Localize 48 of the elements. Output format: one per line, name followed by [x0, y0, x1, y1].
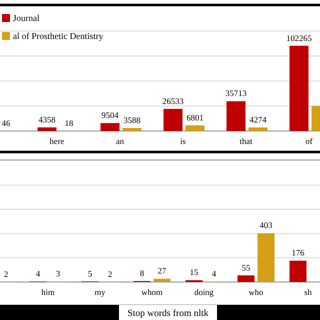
bar — [122, 128, 142, 131]
x-tick-label: my — [94, 287, 106, 297]
data-label: 26533 — [162, 96, 184, 106]
data-label: 15 — [190, 267, 198, 278]
legend-label: al of Prosthetic Dentistry — [13, 31, 104, 41]
data-label: 55 — [242, 262, 250, 272]
data-label: 8 — [140, 268, 144, 278]
data-label: 5 — [88, 268, 92, 278]
bar — [258, 233, 274, 282]
data-label: 102265 — [286, 32, 312, 43]
x-tick-label: here — [50, 136, 65, 146]
data-label: 4358 — [38, 114, 56, 124]
bar — [38, 127, 56, 131]
legend-label: Journal — [13, 13, 40, 23]
data-label: 4274 — [250, 114, 268, 124]
data-label: 9504 — [102, 110, 120, 120]
data-label: 3588 — [124, 115, 140, 126]
bar — [164, 108, 182, 131]
data-label: 403 — [260, 220, 272, 230]
data-label: 35713 — [225, 88, 247, 98]
x-tick-label: an — [116, 136, 125, 146]
data-label: 176 — [292, 248, 304, 258]
data-label: 2 — [4, 268, 8, 279]
bar — [238, 275, 254, 282]
x-tick-label: is — [180, 136, 186, 146]
data-label: 6801 — [186, 112, 204, 122]
x-tick-label: him — [41, 287, 55, 297]
bar — [100, 123, 120, 131]
x-tick-label: whom — [141, 287, 164, 297]
data-label: 3 — [56, 268, 60, 279]
bar — [226, 101, 246, 131]
data-label: 46 — [2, 118, 10, 128]
x-tick-label: doing — [194, 287, 214, 297]
data-label: 27 — [158, 266, 166, 276]
bar — [154, 278, 170, 282]
x-tick-label: of — [305, 136, 313, 146]
data-label: 4 — [212, 268, 217, 279]
bar — [248, 127, 268, 131]
data-label: 18 — [64, 118, 74, 128]
data-label: 2 — [108, 268, 112, 279]
x-tick-label: sh — [304, 287, 313, 297]
data-label: 4 — [36, 268, 41, 279]
x-axis-title: Stop words from nltk — [127, 309, 209, 319]
bar — [290, 260, 306, 282]
x-tick-label: that — [240, 136, 254, 146]
bar — [186, 125, 204, 131]
x-tick-label: who — [248, 287, 264, 297]
bar — [290, 46, 308, 131]
